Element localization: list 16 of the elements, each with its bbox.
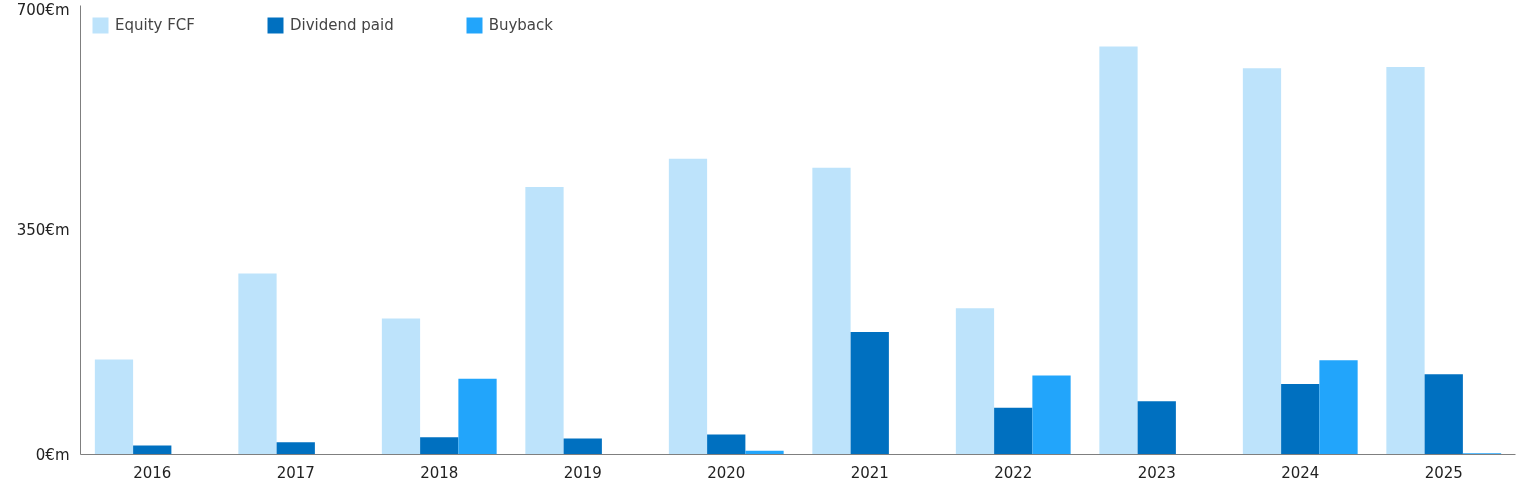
x-tick-label: 2019 [563, 463, 602, 482]
x-tick-label: 2020 [707, 463, 746, 482]
y-tick-label: 700€m [16, 0, 70, 19]
y-tick-label: 0€m [35, 445, 70, 464]
y-tick-label: 350€m [16, 221, 70, 239]
legend-label: Buyback [488, 16, 553, 34]
x-tick-label: 2025 [1424, 463, 1463, 482]
legend-label: Equity FCF [115, 16, 195, 34]
x-tick-label: 2023 [1137, 463, 1176, 482]
x-tick-label: 2016 [133, 463, 172, 482]
x-tick-label: 2022 [994, 463, 1033, 482]
x-tick-label: 2024 [1281, 463, 1320, 482]
x-tick-label: 2017 [276, 463, 315, 482]
x-tick-label: 2018 [420, 463, 459, 482]
x-tick-label: 2021 [850, 463, 889, 482]
legend-label: Dividend paid [289, 16, 394, 34]
